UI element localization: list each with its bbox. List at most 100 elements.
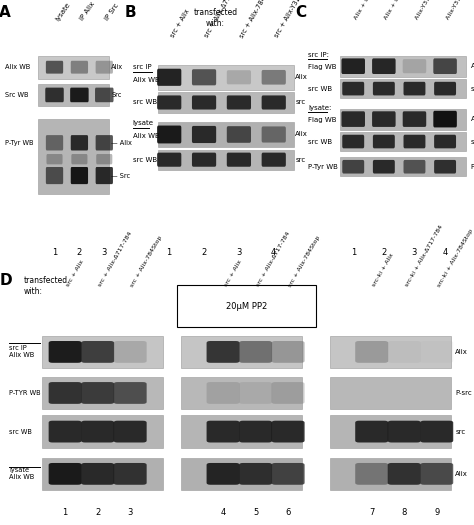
FancyBboxPatch shape <box>96 154 112 164</box>
Text: src WB: src WB <box>308 86 332 92</box>
Text: P-TYR WB: P-TYR WB <box>9 390 41 396</box>
Text: src + Alix-Δ717-784: src + Alix-Δ717-784 <box>98 232 133 288</box>
FancyBboxPatch shape <box>192 153 216 167</box>
Text: src WB: src WB <box>133 99 157 106</box>
FancyBboxPatch shape <box>433 58 457 74</box>
FancyBboxPatch shape <box>342 160 364 174</box>
FancyBboxPatch shape <box>227 153 251 167</box>
FancyBboxPatch shape <box>49 421 82 443</box>
Bar <box>38 119 109 194</box>
Text: 1: 1 <box>351 248 356 257</box>
FancyBboxPatch shape <box>403 111 426 127</box>
FancyBboxPatch shape <box>96 135 113 151</box>
Bar <box>157 122 293 147</box>
FancyBboxPatch shape <box>341 111 365 127</box>
FancyBboxPatch shape <box>420 463 453 485</box>
FancyBboxPatch shape <box>434 135 456 149</box>
FancyBboxPatch shape <box>114 341 146 363</box>
FancyBboxPatch shape <box>272 463 305 485</box>
FancyBboxPatch shape <box>49 341 82 363</box>
FancyBboxPatch shape <box>262 70 286 85</box>
FancyBboxPatch shape <box>192 96 216 110</box>
Text: 3: 3 <box>101 248 107 257</box>
FancyBboxPatch shape <box>71 135 88 151</box>
FancyBboxPatch shape <box>207 341 239 363</box>
Text: transfected
with:: transfected with: <box>193 8 238 28</box>
Text: 2: 2 <box>77 248 82 257</box>
Text: Alix: Alix <box>111 64 124 70</box>
Text: src + Alix-Y319F: src + Alix-Y319F <box>274 0 306 39</box>
Text: 1: 1 <box>166 248 172 257</box>
Text: IP Src: IP Src <box>104 2 120 22</box>
Text: 7: 7 <box>369 508 374 517</box>
FancyBboxPatch shape <box>434 160 456 174</box>
FancyBboxPatch shape <box>272 341 305 363</box>
Text: Alix WB: Alix WB <box>133 77 159 83</box>
FancyBboxPatch shape <box>114 463 146 485</box>
Text: P-src: P-src <box>456 390 472 396</box>
FancyBboxPatch shape <box>403 82 426 96</box>
Bar <box>38 56 109 79</box>
Bar <box>157 92 293 112</box>
Text: src: src <box>471 86 474 92</box>
Text: src + Alix-784Stop: src + Alix-784Stop <box>239 0 275 39</box>
FancyBboxPatch shape <box>434 82 456 96</box>
Text: 20μM PP2: 20μM PP2 <box>226 301 267 310</box>
Text: src + Alix-784Stop: src + Alix-784Stop <box>130 235 164 288</box>
Text: 4: 4 <box>220 508 226 517</box>
Text: Src: Src <box>111 92 122 98</box>
Text: src WB: src WB <box>9 428 32 435</box>
Text: Flag WB: Flag WB <box>308 64 337 70</box>
FancyBboxPatch shape <box>71 154 88 164</box>
FancyBboxPatch shape <box>46 167 63 184</box>
Text: src WB: src WB <box>133 156 157 163</box>
FancyBboxPatch shape <box>157 153 182 167</box>
Text: 2: 2 <box>95 508 100 517</box>
Text: src WB: src WB <box>308 139 332 144</box>
FancyBboxPatch shape <box>157 125 182 143</box>
Text: 3: 3 <box>412 248 417 257</box>
Text: lysate
Alix WB: lysate Alix WB <box>9 467 35 480</box>
Text: src + Alix: src + Alix <box>65 259 84 288</box>
Text: Flag WB: Flag WB <box>308 117 337 123</box>
Text: Alix-Y319F + src-ca: Alix-Y319F + src-ca <box>445 0 474 20</box>
Text: lysate: lysate <box>133 120 154 125</box>
Bar <box>42 376 163 410</box>
Text: src: src <box>456 428 465 435</box>
FancyBboxPatch shape <box>262 127 286 143</box>
Text: Alix: Alix <box>471 63 474 69</box>
FancyBboxPatch shape <box>207 421 239 443</box>
Bar <box>330 335 451 368</box>
FancyBboxPatch shape <box>355 341 388 363</box>
FancyBboxPatch shape <box>341 58 365 74</box>
FancyBboxPatch shape <box>388 463 421 485</box>
Text: src + Alix-784Stop: src + Alix-784Stop <box>288 235 322 288</box>
Text: src: src <box>295 99 306 106</box>
Text: Alix: Alix <box>471 116 474 122</box>
FancyBboxPatch shape <box>420 341 453 363</box>
FancyBboxPatch shape <box>239 463 272 485</box>
FancyBboxPatch shape <box>239 382 272 404</box>
Text: src-ki + Alix-784Stop: src-ki + Alix-784Stop <box>437 228 474 288</box>
Text: 2: 2 <box>381 248 386 257</box>
FancyBboxPatch shape <box>227 126 251 143</box>
Text: src IP: src IP <box>133 64 151 70</box>
Text: 3: 3 <box>128 508 133 517</box>
FancyBboxPatch shape <box>262 153 286 167</box>
FancyBboxPatch shape <box>355 421 388 443</box>
Text: — Alix: — Alix <box>111 140 132 146</box>
FancyBboxPatch shape <box>403 160 426 174</box>
Text: lysate:: lysate: <box>308 104 331 111</box>
Text: src: src <box>471 139 474 144</box>
FancyBboxPatch shape <box>207 463 239 485</box>
Text: IP Alix: IP Alix <box>80 1 97 22</box>
FancyBboxPatch shape <box>96 61 113 74</box>
Text: Alix-Y319F + src: Alix-Y319F + src <box>414 0 445 20</box>
Bar <box>157 65 293 90</box>
FancyBboxPatch shape <box>71 167 88 184</box>
FancyBboxPatch shape <box>227 96 251 110</box>
Bar <box>181 376 302 410</box>
FancyBboxPatch shape <box>95 88 114 102</box>
Bar <box>330 376 451 410</box>
FancyBboxPatch shape <box>227 70 251 85</box>
